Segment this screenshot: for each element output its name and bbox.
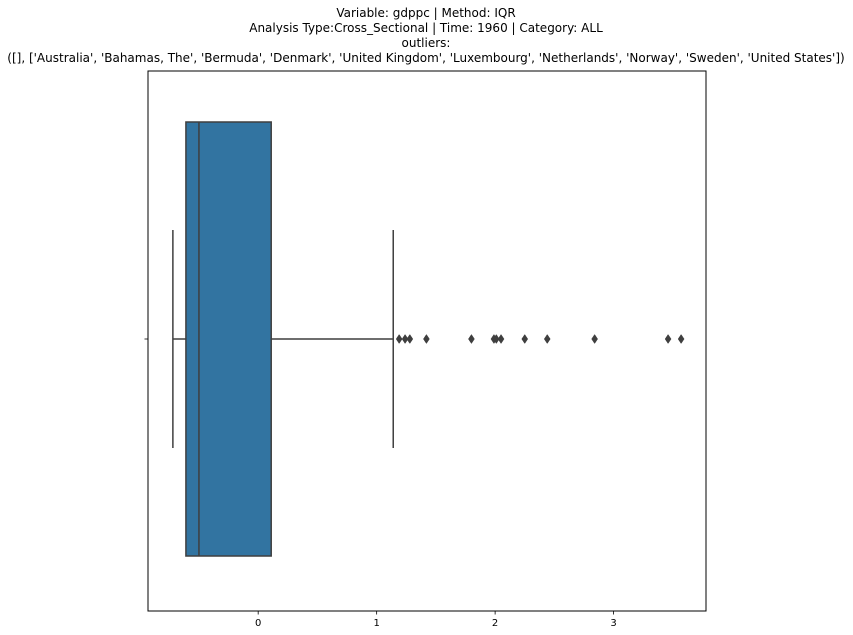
title-line-2: Analysis Type:Cross_Sectional | Time: 19…	[249, 21, 603, 35]
x-tick-label-3: 3	[610, 618, 616, 629]
outlier-point-8	[497, 334, 505, 344]
outlier-point-4	[423, 334, 430, 344]
title-line-3: outliers:	[402, 36, 451, 50]
plot-area: 0 1 2 3	[144, 70, 707, 629]
outlier-point-3	[406, 334, 414, 344]
outlier-point-1	[395, 334, 403, 344]
outlier-point-10	[543, 334, 551, 344]
outlier-point-9	[521, 334, 529, 344]
x-tick-label-1: 1	[373, 618, 379, 629]
outlier-point-7	[493, 334, 500, 344]
chart-title: Variable: gdppc | Method: IQR Analysis T…	[7, 6, 844, 65]
iqr-box	[185, 121, 272, 557]
axes-frame	[147, 70, 707, 612]
outlier-point-13	[677, 334, 685, 344]
outlier-point-11	[591, 334, 598, 344]
x-tick-label-0: 0	[255, 618, 261, 629]
outlier-point-12	[664, 334, 672, 344]
title-line-4: ([], ['Australia', 'Bahamas, The', 'Berm…	[7, 51, 844, 65]
title-line-1: Variable: gdppc | Method: IQR	[336, 6, 515, 20]
outlier-point-2	[401, 334, 409, 344]
outlier-point-5	[468, 334, 475, 344]
x-tick-label-2: 2	[492, 618, 498, 629]
